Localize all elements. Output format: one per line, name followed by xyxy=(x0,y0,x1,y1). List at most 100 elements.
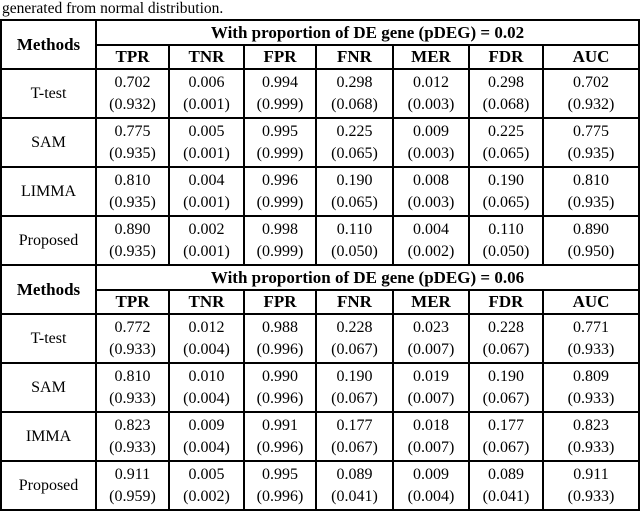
method-name: SAM xyxy=(0,362,97,413)
cell-value: 0.775 xyxy=(114,122,151,140)
cell-stderr: (0.933) xyxy=(109,340,156,358)
metric-header-fdr: FDR xyxy=(468,289,544,315)
method-name: LIMMA xyxy=(0,166,97,217)
method-name: Proposed xyxy=(0,460,97,511)
table-cell: 0.995 (0.999) xyxy=(243,117,317,168)
table-cell: 0.702 (0.932) xyxy=(95,68,170,119)
table-cell: 0.228 (0.067) xyxy=(468,313,544,364)
table-cell: 0.228 (0.067) xyxy=(315,313,394,364)
cell-value: 0.988 xyxy=(262,318,298,336)
table-cell: 0.990 (0.996) xyxy=(243,362,317,413)
cell-value: 0.110 xyxy=(336,220,373,238)
table-cell: 0.772 (0.933) xyxy=(95,313,170,364)
table-cell: 0.004 (0.001) xyxy=(168,166,245,217)
cell-value: 0.110 xyxy=(488,220,524,238)
cell-value: 0.225 xyxy=(488,122,524,140)
methods-header: Methods xyxy=(0,19,97,70)
cell-stderr: (0.065) xyxy=(482,144,530,162)
cell-stderr: (0.001) xyxy=(183,95,230,113)
table-cell: 0.911 (0.933) xyxy=(542,460,640,511)
cell-value: 0.089 xyxy=(488,465,524,483)
cell-stderr: (0.067) xyxy=(482,389,530,407)
section-header-row: Methods With proportion of DE gene (pDEG)… xyxy=(0,19,640,70)
cell-stderr: (0.996) xyxy=(256,340,304,358)
cell-stderr: (0.007) xyxy=(407,340,455,358)
metric-header-auc: AUC xyxy=(542,289,640,315)
cell-stderr: (0.065) xyxy=(331,193,378,211)
cell-value: 0.190 xyxy=(336,171,373,189)
cell-value: 0.002 xyxy=(188,220,225,238)
cell-stderr: (0.950) xyxy=(567,242,615,260)
section-header-row: Methods With proportion of DE gene (pDEG)… xyxy=(0,264,640,315)
cell-stderr: (0.933) xyxy=(567,389,615,407)
cell-stderr: (0.996) xyxy=(256,487,304,505)
cell-value: 0.190 xyxy=(336,367,373,385)
method-name: SAM xyxy=(0,117,97,168)
method-name: T-test xyxy=(0,313,97,364)
cell-stderr: (0.935) xyxy=(109,193,156,211)
table-cell: 0.996 (0.999) xyxy=(243,166,317,217)
cell-value: 0.023 xyxy=(413,318,449,336)
table-cell: 0.089 (0.041) xyxy=(468,460,544,511)
metric-header-tpr: TPR xyxy=(95,289,170,315)
cell-stderr: (0.065) xyxy=(482,193,530,211)
cell-stderr: (0.933) xyxy=(109,438,156,456)
table-cell: 0.009 (0.003) xyxy=(392,117,470,168)
table-cell: 0.809 (0.933) xyxy=(542,362,640,413)
table-cell: 0.810 (0.935) xyxy=(95,166,170,217)
cell-stderr: (0.935) xyxy=(109,242,156,260)
cell-stderr: (0.067) xyxy=(331,438,378,456)
cell-stderr: (0.067) xyxy=(331,389,378,407)
cell-value: 0.771 xyxy=(573,318,609,336)
table-row: Proposed 0.911 (0.959) 0.005 (0.002) 0.995 (0.… xyxy=(0,460,640,511)
table-cell: 0.190 (0.065) xyxy=(315,166,394,217)
cell-value: 0.228 xyxy=(488,318,524,336)
method-name: IMMA xyxy=(0,411,97,462)
cell-value: 0.298 xyxy=(336,73,373,91)
table-cell: 0.005 (0.002) xyxy=(168,460,245,511)
cell-stderr: (0.002) xyxy=(407,242,455,260)
table-cell: 0.008 (0.003) xyxy=(392,166,470,217)
results-table: Methods With proportion of DE gene (pDEG)… xyxy=(0,19,640,511)
cell-value: 0.089 xyxy=(336,465,373,483)
table-cell: 0.010 (0.004) xyxy=(168,362,245,413)
table-cell: 0.006 (0.001) xyxy=(168,68,245,119)
table-cell: 0.998 (0.999) xyxy=(243,215,317,266)
table-cell: 0.177 (0.067) xyxy=(315,411,394,462)
cell-stderr: (0.932) xyxy=(109,95,156,113)
table-row: T-test 0.702 (0.932) 0.006 (0.001) 0.994 (0.99… xyxy=(0,68,640,119)
cell-stderr: (0.002) xyxy=(183,487,230,505)
cell-stderr: (0.004) xyxy=(183,438,230,456)
cell-value: 0.991 xyxy=(262,416,298,434)
cell-value: 0.911 xyxy=(573,465,609,483)
table-cell: 0.009 (0.004) xyxy=(392,460,470,511)
table-cell: 0.298 (0.068) xyxy=(315,68,394,119)
metric-header-fpr: FPR xyxy=(243,44,317,70)
cell-value: 0.225 xyxy=(336,122,373,140)
table-row: IMMA 0.823 (0.933) 0.009 (0.004) 0.991 (0.996)… xyxy=(0,411,640,462)
cell-stderr: (0.050) xyxy=(482,242,530,260)
cell-value: 0.012 xyxy=(413,73,449,91)
table-row: T-test 0.772 (0.933) 0.012 (0.004) 0.988 (0.99… xyxy=(0,313,640,364)
metric-header-auc: AUC xyxy=(542,44,640,70)
cell-value: 0.177 xyxy=(488,416,524,434)
results-table-body: Methods With proportion of DE gene (pDEG)… xyxy=(0,19,640,511)
metric-header-tnr: TNR xyxy=(168,289,245,315)
table-cell: 0.019 (0.007) xyxy=(392,362,470,413)
cell-stderr: (0.041) xyxy=(482,487,530,505)
metric-header-fnr: FNR xyxy=(315,44,394,70)
section-title: With proportion of DE gene (pDEG) = 0.02 xyxy=(95,19,640,46)
table-cell: 0.890 (0.950) xyxy=(542,215,640,266)
cell-value: 0.009 xyxy=(188,416,225,434)
table-row: SAM 0.810 (0.933) 0.010 (0.004) 0.990 (0.996) 0… xyxy=(0,362,640,413)
method-name: Proposed xyxy=(0,215,97,266)
table-cell: 0.110 (0.050) xyxy=(468,215,544,266)
metric-header-fnr: FNR xyxy=(315,289,394,315)
table-cell: 0.177 (0.067) xyxy=(468,411,544,462)
cell-value: 0.772 xyxy=(114,318,151,336)
cell-stderr: (0.067) xyxy=(482,340,530,358)
table-cell: 0.023 (0.007) xyxy=(392,313,470,364)
cell-stderr: (0.003) xyxy=(407,144,455,162)
cell-value: 0.019 xyxy=(413,367,449,385)
